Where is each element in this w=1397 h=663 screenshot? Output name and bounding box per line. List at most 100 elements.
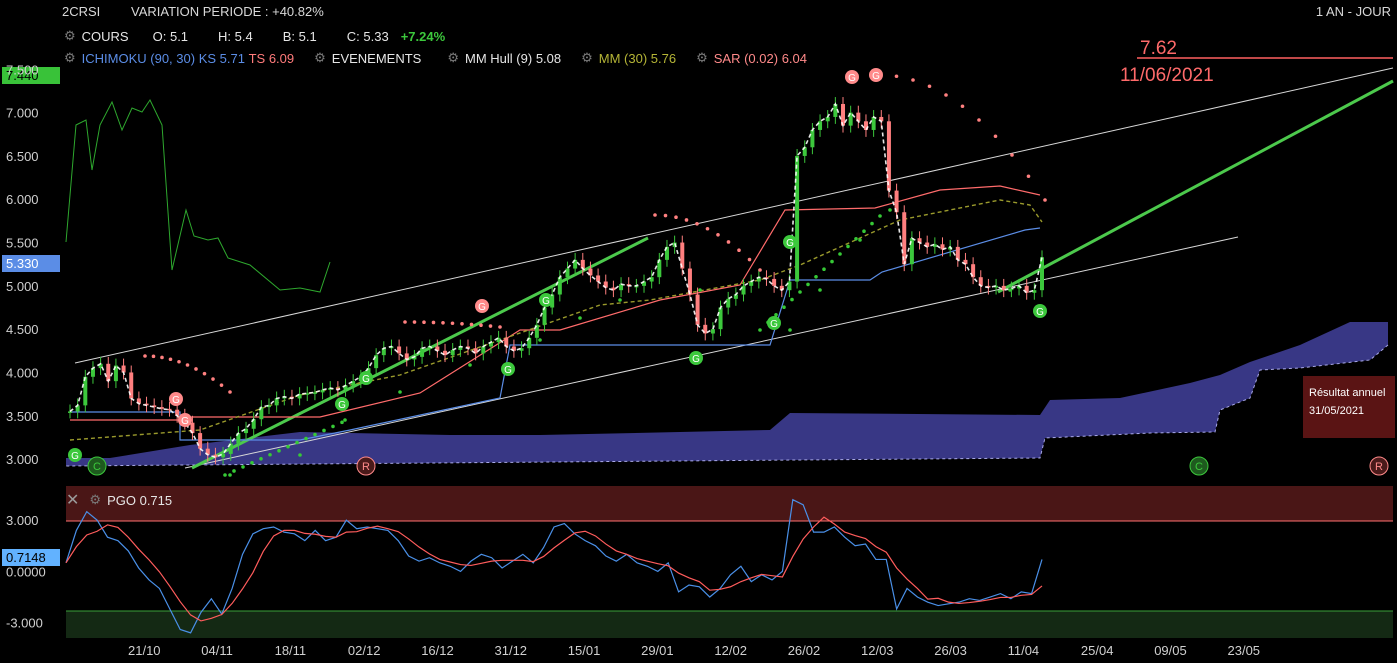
target-date: 11/06/2021 <box>1120 65 1214 86</box>
events-label[interactable]: EVENEMENTS <box>331 50 422 66</box>
candle-body <box>917 238 922 243</box>
gear-icon[interactable]: ⚙ <box>64 28 76 43</box>
candle-body <box>932 244 937 247</box>
candle-body <box>75 405 80 412</box>
osc-name: PGO <box>107 492 136 508</box>
candle-body <box>848 112 853 126</box>
candle-body <box>68 411 72 413</box>
sar-dot <box>343 418 347 422</box>
ichimoku-label[interactable]: ICHIMOKU (90, 30) <box>81 50 196 66</box>
date-tick-label: 02/12 <box>348 643 381 658</box>
event-g-icon-text: G <box>542 296 550 307</box>
sar-dot <box>737 248 741 252</box>
candle-body <box>259 407 264 420</box>
mm-label[interactable]: MM (30) <box>598 50 648 66</box>
sar-dot <box>268 452 272 457</box>
close-icon[interactable]: ✕ <box>66 492 80 509</box>
target-price: 7.62 <box>1140 38 1177 59</box>
event-g-icon <box>335 397 349 411</box>
osc-tick-label: 3.000 <box>6 513 39 528</box>
candle-body <box>664 246 669 260</box>
candle-body <box>818 121 823 130</box>
price-tick-label: 3.500 <box>6 409 39 424</box>
price-tick-label: 7.500 <box>6 62 39 77</box>
candle-body <box>175 409 180 416</box>
sar-dot <box>277 448 281 453</box>
candle-body <box>994 285 999 288</box>
candle-body <box>795 155 800 282</box>
pgo-main-line <box>65 498 1043 634</box>
candle-body <box>374 355 379 369</box>
gear-icon[interactable]: ⚙ <box>581 50 593 65</box>
sar-dot <box>653 213 657 217</box>
candle-body <box>963 259 968 265</box>
high-value: 5.4 <box>234 28 253 44</box>
sar-dot <box>618 298 622 302</box>
date-tick-label: 12/02 <box>714 643 747 658</box>
sar-dot <box>468 363 472 367</box>
event-g-icon <box>359 371 373 385</box>
gear-icon[interactable]: ⚙ <box>64 50 76 65</box>
gear-icon[interactable]: ⚙ <box>696 50 708 65</box>
osc-tick-label: 0.0000 <box>6 564 46 579</box>
sar-dot <box>878 214 882 218</box>
sar-dot <box>313 432 317 437</box>
sar-dot <box>838 252 842 256</box>
osc-last-tag: 0.7148 <box>2 549 60 566</box>
gear-icon[interactable]: ⚙ <box>89 492 102 507</box>
sar-dot <box>684 218 689 222</box>
candle-body <box>198 433 203 449</box>
sar-dot <box>298 453 302 457</box>
candle-body <box>136 398 141 404</box>
sar-dot <box>259 457 263 461</box>
candle-body <box>443 350 448 356</box>
price-tick-label: 7.000 <box>6 106 39 121</box>
candle-body <box>98 363 103 369</box>
candle-body <box>749 281 754 286</box>
candle-body <box>420 348 425 357</box>
sar-dot <box>340 420 344 425</box>
tenkan-sen-line <box>70 185 1041 421</box>
gear-icon[interactable]: ⚙ <box>314 50 326 65</box>
hull-label[interactable]: MM Hull (9) <box>465 50 533 66</box>
event-g-icon-text: G <box>362 374 370 385</box>
sar-dot <box>450 321 455 326</box>
sar-dot <box>911 78 915 82</box>
sar-label[interactable]: SAR (0.02) <box>713 50 779 66</box>
trend-line-1 <box>191 236 649 470</box>
candle-body <box>909 238 914 265</box>
candle-body <box>703 324 708 334</box>
osc-header: ✕ ⚙ PGO 0.715 <box>66 490 172 510</box>
sar-dot <box>944 93 948 97</box>
sar-dot <box>538 338 542 342</box>
low-label: B: <box>282 28 296 44</box>
candle-body <box>802 147 807 156</box>
cours-label[interactable]: COURS <box>81 28 129 44</box>
gear-icon[interactable]: ⚙ <box>447 50 460 65</box>
open-value: 5.1 <box>169 28 189 44</box>
candle-body <box>955 246 960 260</box>
sar-dot <box>854 237 858 241</box>
candle-body <box>841 103 846 126</box>
ts-value: TS 6.09 <box>248 50 295 66</box>
date-tick-label: 04/11 <box>201 643 233 658</box>
candle-body <box>764 277 769 279</box>
event-marker-icon <box>1369 456 1389 476</box>
candle-body <box>397 346 402 354</box>
sar-dot <box>431 320 436 325</box>
period-selector[interactable]: 1 AN - JOUR <box>1315 4 1391 19</box>
annual-result-box[interactable]: Résultat annuel 31/05/2021 <box>1303 376 1395 438</box>
candle-body <box>282 396 287 399</box>
event-g-icon <box>1033 304 1047 318</box>
date-tick-label: 09/05 <box>1154 643 1187 658</box>
sar-dot <box>202 371 207 376</box>
candle-body <box>971 264 976 278</box>
sar-dot <box>498 325 502 329</box>
candle-body <box>886 121 891 191</box>
candle-body <box>588 268 593 276</box>
candle-body <box>504 337 509 347</box>
sar-dot <box>304 436 308 441</box>
candle-body <box>527 337 532 349</box>
event-g-icon <box>475 299 489 313</box>
